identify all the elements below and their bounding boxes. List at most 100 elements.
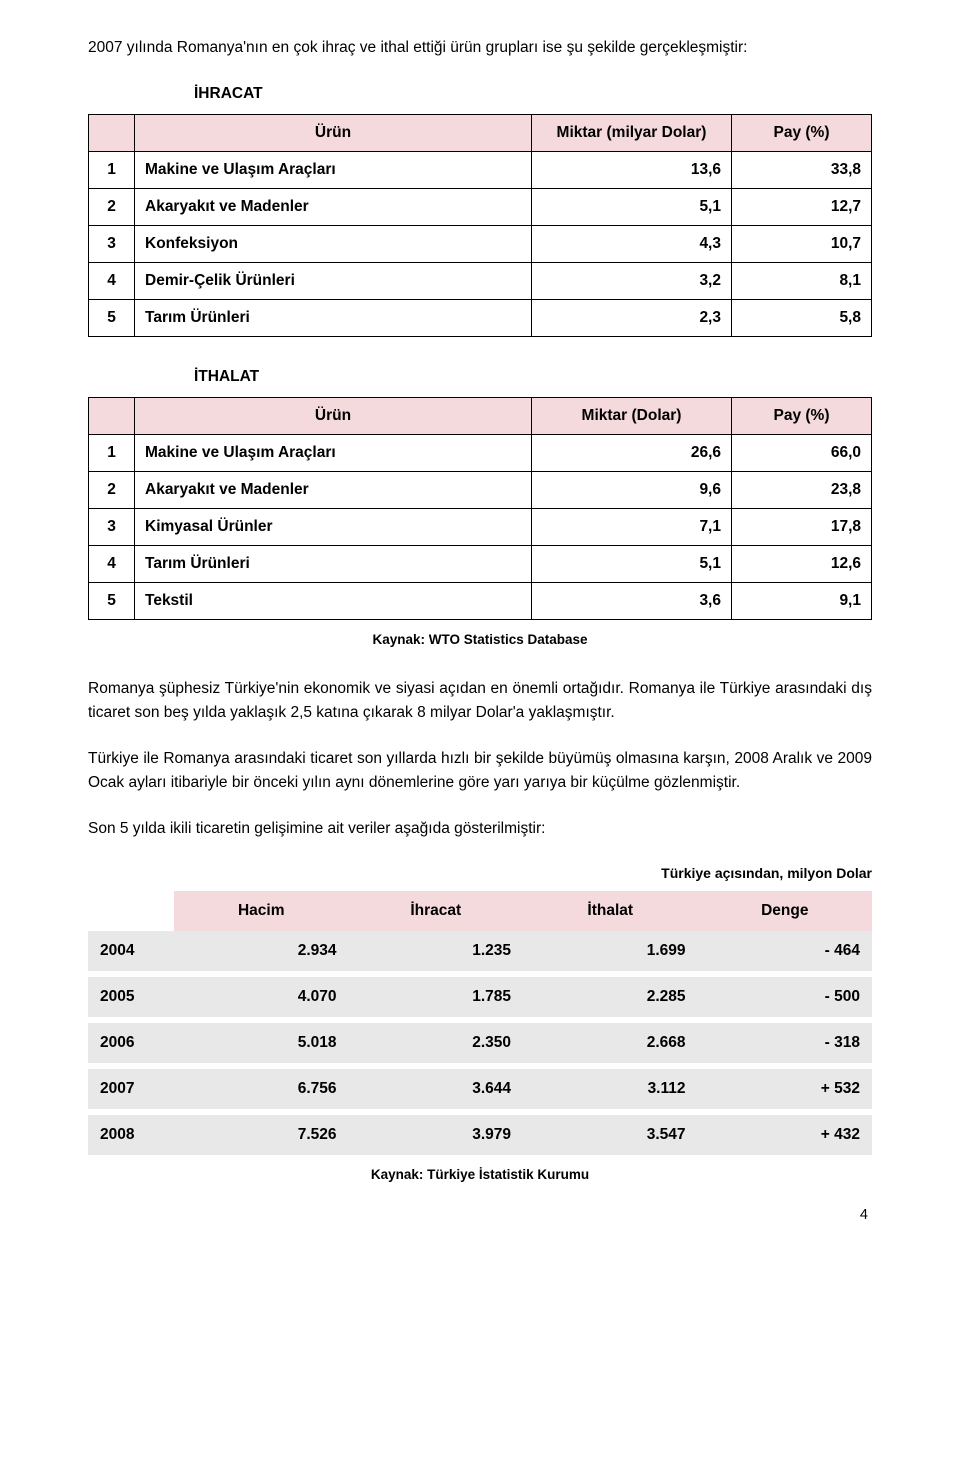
trade-ihracat: 3.644 bbox=[349, 1066, 524, 1112]
trade-ithalat: 3.547 bbox=[523, 1112, 698, 1155]
col-pay: Pay (%) bbox=[732, 398, 872, 435]
row-index: 3 bbox=[89, 509, 135, 546]
col-miktar: Miktar (Dolar) bbox=[532, 398, 732, 435]
trade-hacim: 5.018 bbox=[174, 1020, 349, 1066]
row-pay: 8,1 bbox=[732, 263, 872, 300]
row-index: 1 bbox=[89, 152, 135, 189]
table-row: 1Makine ve Ulaşım Araçları13,633,8 bbox=[89, 152, 872, 189]
trade-year: 2007 bbox=[88, 1066, 174, 1112]
col-denge: Denge bbox=[698, 891, 873, 931]
row-name: Konfeksiyon bbox=[135, 226, 532, 263]
trade-year: 2006 bbox=[88, 1020, 174, 1066]
trade-header-row: Hacim İhracat İthalat Denge bbox=[88, 891, 872, 931]
trade-ithalat: 2.668 bbox=[523, 1020, 698, 1066]
intro-paragraph: 2007 yılında Romanya'nın en çok ihraç ve… bbox=[88, 36, 872, 60]
row-miktar: 5,1 bbox=[532, 546, 732, 583]
source-tuik: Kaynak: Türkiye İstatistik Kurumu bbox=[88, 1165, 872, 1186]
table-row: 1Makine ve Ulaşım Araçları26,666,0 bbox=[89, 435, 872, 472]
col-urun: Ürün bbox=[135, 115, 532, 152]
row-name: Akaryakıt ve Madenler bbox=[135, 472, 532, 509]
row-miktar: 5,1 bbox=[532, 189, 732, 226]
ithalat-title: İTHALAT bbox=[88, 365, 872, 389]
row-index: 2 bbox=[89, 472, 135, 509]
row-miktar: 7,1 bbox=[532, 509, 732, 546]
col-ihracat: İhracat bbox=[349, 891, 524, 931]
row-index: 4 bbox=[89, 263, 135, 300]
row-pay: 10,7 bbox=[732, 226, 872, 263]
col-miktar: Miktar (milyar Dolar) bbox=[532, 115, 732, 152]
ithalat-table: Ürün Miktar (Dolar) Pay (%) 1Makine ve U… bbox=[88, 397, 872, 620]
row-pay: 17,8 bbox=[732, 509, 872, 546]
unit-note: Türkiye açısından, milyon Dolar bbox=[88, 863, 872, 885]
trade-table: Hacim İhracat İthalat Denge 20042.9341.2… bbox=[88, 891, 872, 1155]
trade-year: 2005 bbox=[88, 974, 174, 1020]
row-index: 4 bbox=[89, 546, 135, 583]
trade-row: 20042.9341.2351.699- 464 bbox=[88, 931, 872, 974]
trade-row: 20076.7563.6443.112+ 532 bbox=[88, 1066, 872, 1112]
table-row: 4Tarım Ürünleri5,112,6 bbox=[89, 546, 872, 583]
row-pay: 5,8 bbox=[732, 300, 872, 337]
ihracat-table: Ürün Miktar (milyar Dolar) Pay (%) 1Maki… bbox=[88, 114, 872, 337]
row-index: 5 bbox=[89, 300, 135, 337]
trade-denge: - 464 bbox=[698, 931, 873, 974]
row-miktar: 13,6 bbox=[532, 152, 732, 189]
row-miktar: 3,2 bbox=[532, 263, 732, 300]
source-wto: Kaynak: WTO Statistics Database bbox=[88, 630, 872, 651]
row-index: 1 bbox=[89, 435, 135, 472]
row-index: 2 bbox=[89, 189, 135, 226]
col-urun: Ürün bbox=[135, 398, 532, 435]
trade-hacim: 6.756 bbox=[174, 1066, 349, 1112]
row-name: Tarım Ürünleri bbox=[135, 546, 532, 583]
table-header-row: Ürün Miktar (milyar Dolar) Pay (%) bbox=[89, 115, 872, 152]
trade-ithalat: 1.699 bbox=[523, 931, 698, 974]
trade-ihracat: 1.235 bbox=[349, 931, 524, 974]
row-pay: 12,6 bbox=[732, 546, 872, 583]
row-pay: 33,8 bbox=[732, 152, 872, 189]
col-pay: Pay (%) bbox=[732, 115, 872, 152]
row-name: Tekstil bbox=[135, 583, 532, 620]
row-name: Makine ve Ulaşım Araçları bbox=[135, 435, 532, 472]
table-row: 3Kimyasal Ürünler7,117,8 bbox=[89, 509, 872, 546]
row-name: Demir-Çelik Ürünleri bbox=[135, 263, 532, 300]
trade-denge: + 532 bbox=[698, 1066, 873, 1112]
trade-denge: - 318 bbox=[698, 1020, 873, 1066]
row-index: 3 bbox=[89, 226, 135, 263]
trade-row: 20087.5263.9793.547+ 432 bbox=[88, 1112, 872, 1155]
trade-ithalat: 2.285 bbox=[523, 974, 698, 1020]
trade-denge: - 500 bbox=[698, 974, 873, 1020]
trade-denge: + 432 bbox=[698, 1112, 873, 1155]
col-ithalat: İthalat bbox=[523, 891, 698, 931]
trade-ihracat: 2.350 bbox=[349, 1020, 524, 1066]
table-row: 4Demir-Çelik Ürünleri3,28,1 bbox=[89, 263, 872, 300]
trade-ihracat: 1.785 bbox=[349, 974, 524, 1020]
row-pay: 66,0 bbox=[732, 435, 872, 472]
row-miktar: 4,3 bbox=[532, 226, 732, 263]
row-miktar: 9,6 bbox=[532, 472, 732, 509]
trade-row: 20054.0701.7852.285- 500 bbox=[88, 974, 872, 1020]
trade-row: 20065.0182.3502.668- 318 bbox=[88, 1020, 872, 1066]
trade-ithalat: 3.112 bbox=[523, 1066, 698, 1112]
row-name: Akaryakıt ve Madenler bbox=[135, 189, 532, 226]
row-miktar: 26,6 bbox=[532, 435, 732, 472]
row-miktar: 3,6 bbox=[532, 583, 732, 620]
ihracat-title: İHRACAT bbox=[88, 82, 872, 106]
table-header-row: Ürün Miktar (Dolar) Pay (%) bbox=[89, 398, 872, 435]
trade-ihracat: 3.979 bbox=[349, 1112, 524, 1155]
trade-year: 2008 bbox=[88, 1112, 174, 1155]
page-number: 4 bbox=[88, 1204, 872, 1226]
row-name: Tarım Ürünleri bbox=[135, 300, 532, 337]
table-row: 5Tarım Ürünleri2,35,8 bbox=[89, 300, 872, 337]
table-row: 2Akaryakıt ve Madenler9,623,8 bbox=[89, 472, 872, 509]
row-name: Kimyasal Ürünler bbox=[135, 509, 532, 546]
trade-hacim: 4.070 bbox=[174, 974, 349, 1020]
trade-year: 2004 bbox=[88, 931, 174, 974]
trade-hacim: 2.934 bbox=[174, 931, 349, 974]
row-pay: 23,8 bbox=[732, 472, 872, 509]
table-row: 2Akaryakıt ve Madenler5,112,7 bbox=[89, 189, 872, 226]
col-hacim: Hacim bbox=[174, 891, 349, 931]
table-row: 5Tekstil3,69,1 bbox=[89, 583, 872, 620]
table-row: 3Konfeksiyon4,310,7 bbox=[89, 226, 872, 263]
row-pay: 12,7 bbox=[732, 189, 872, 226]
paragraph-3: Son 5 yılda ikili ticaretin gelişimine a… bbox=[88, 817, 872, 841]
paragraph-1: Romanya şüphesiz Türkiye'nin ekonomik ve… bbox=[88, 677, 872, 725]
